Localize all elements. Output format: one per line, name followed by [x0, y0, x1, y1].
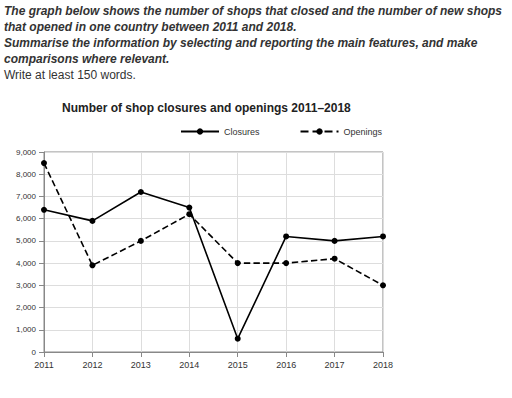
- svg-text:2017: 2017: [325, 360, 345, 370]
- svg-text:2016: 2016: [276, 360, 296, 370]
- svg-text:4,000: 4,000: [16, 259, 37, 268]
- svg-text:9,000: 9,000: [16, 148, 37, 157]
- html-text:Summarise the information by s: Summarise the information by selecting a…: [4, 36, 478, 66]
- svg-text:6,000: 6,000: [16, 214, 37, 223]
- svg-text:8,000: 8,000: [16, 170, 37, 179]
- html-text:Write at least 150 words.: Write at least 150 words.: [4, 68, 136, 82]
- svg-text:2015: 2015: [228, 360, 248, 370]
- svg-text:Closures: Closures: [224, 127, 260, 137]
- svg-text:2014: 2014: [179, 360, 199, 370]
- svg-text:5,000: 5,000: [16, 236, 37, 245]
- svg-text:7,000: 7,000: [16, 192, 37, 201]
- svg-text:2012: 2012: [82, 360, 102, 370]
- svg-text:Number of shop closures and op: Number of shop closures and openings 201…: [62, 101, 351, 115]
- svg-text:0: 0: [32, 348, 37, 357]
- svg-text:2013: 2013: [131, 360, 151, 370]
- svg-text:2018: 2018: [373, 360, 393, 370]
- svg-text:3,000: 3,000: [16, 281, 37, 290]
- svg-text:2,000: 2,000: [16, 303, 37, 312]
- html-text:The graph below shows the numb: The graph below shows the number of shop…: [4, 4, 502, 34]
- svg-text:2011: 2011: [34, 360, 53, 370]
- svg-text:Openings: Openings: [344, 127, 383, 137]
- svg-text:1,000: 1,000: [16, 325, 37, 334]
